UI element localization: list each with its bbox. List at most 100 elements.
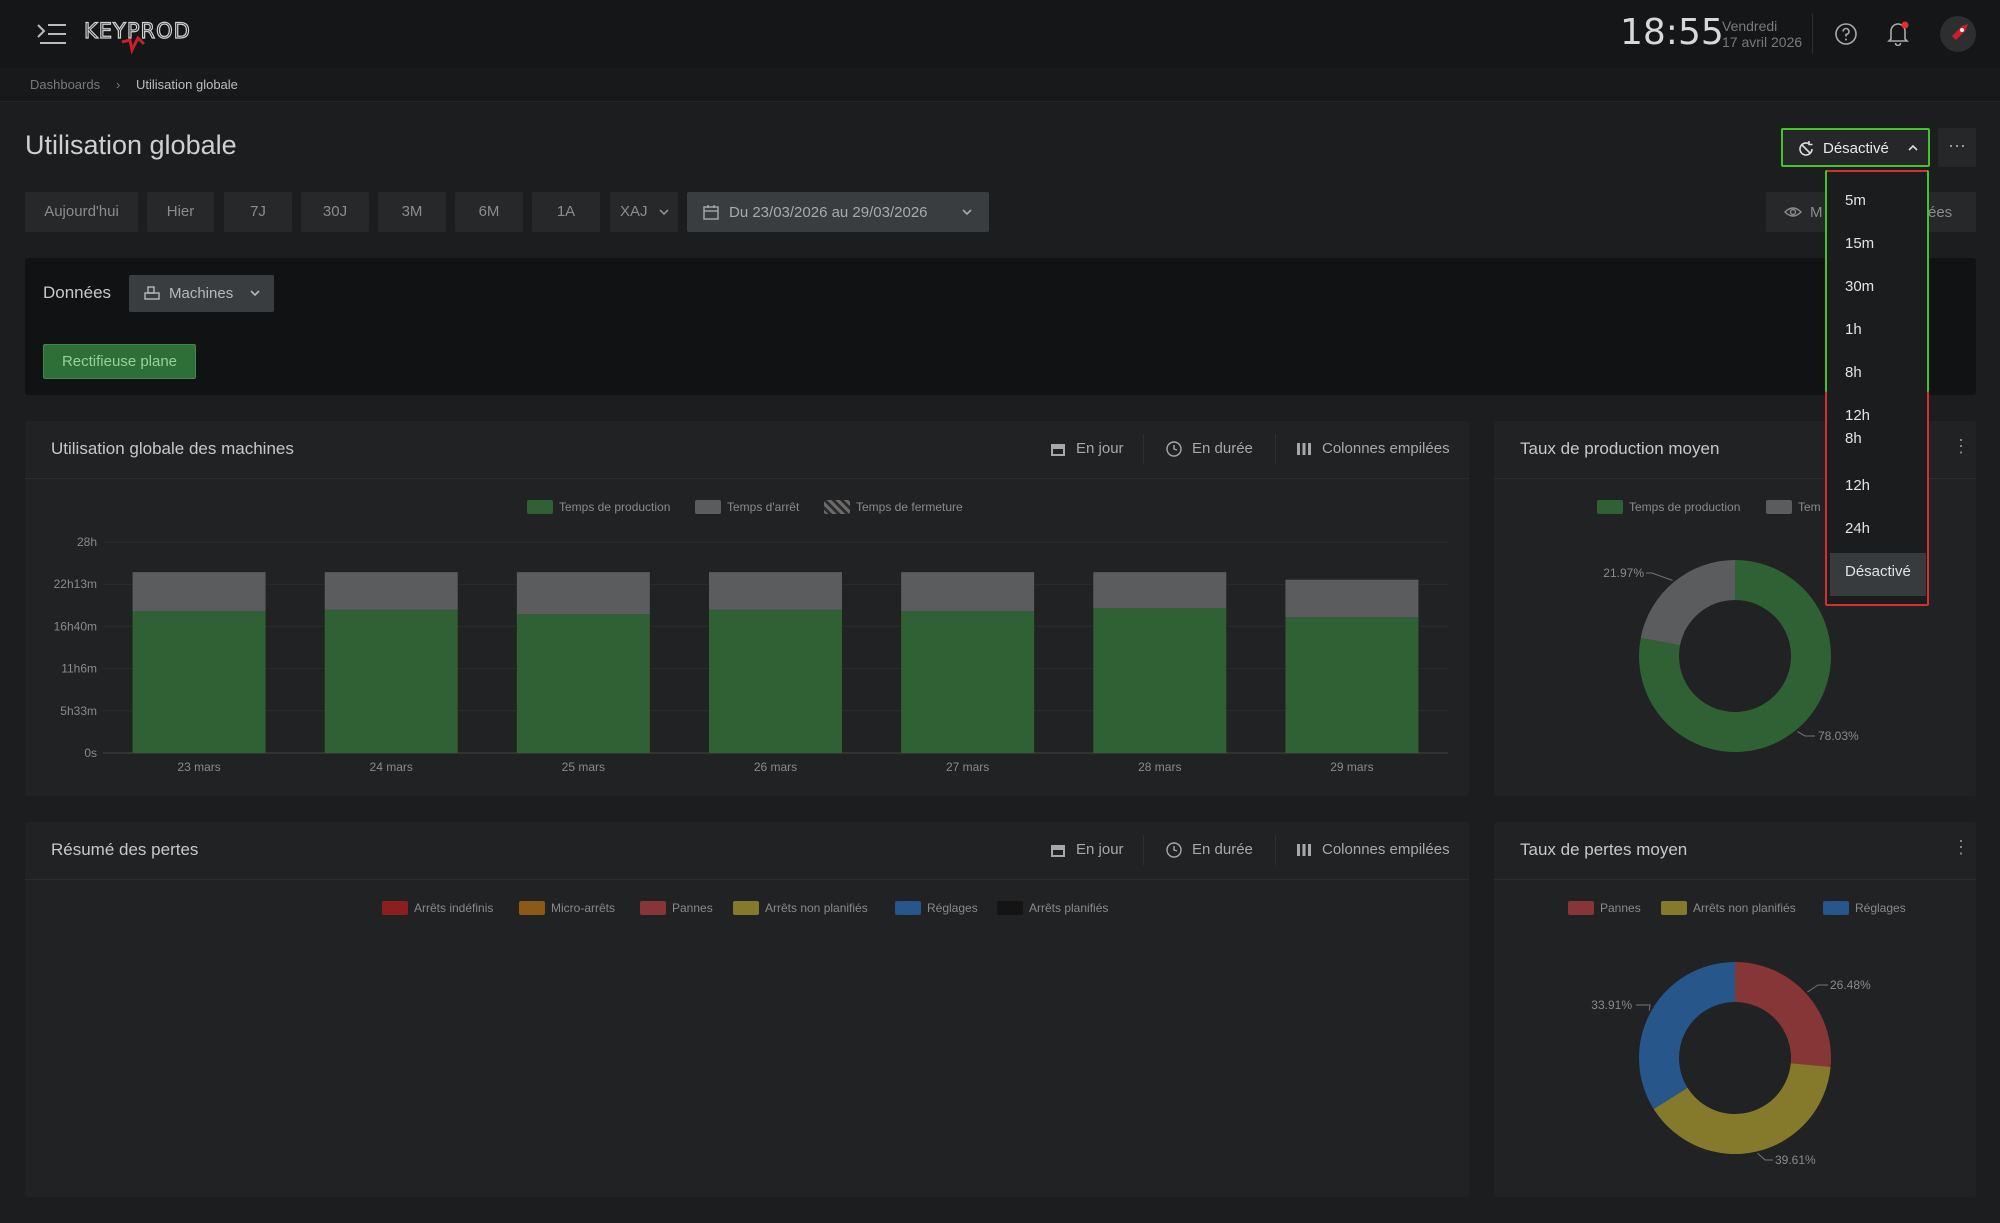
breadcrumb-current: Utilisation globale <box>136 77 238 92</box>
legend-label: Arrêts planifiés <box>1029 901 1109 915</box>
date-range-label: Du 23/03/2026 au 29/03/2026 <box>729 204 928 221</box>
loss-rate-title: Taux de pertes moyen <box>1520 840 1688 859</box>
more-options-button[interactable]: ··· <box>1938 128 1976 167</box>
breadcrumb-dashboards[interactable]: Dashboards <box>30 77 101 92</box>
legend-label: Réglages <box>927 901 978 915</box>
legend-swatch-closing <box>824 500 850 514</box>
range-7d-button[interactable]: 7J <box>224 192 292 232</box>
refresh-option-12h[interactable]: 12h <box>1845 407 1871 424</box>
user-avatar[interactable] <box>1940 16 1976 52</box>
range-3m-button[interactable]: 3M <box>378 192 446 232</box>
stacked-columns-icon <box>1297 443 1311 455</box>
refresh-option-30m[interactable]: 30m <box>1845 278 1875 295</box>
legend-swatch-production <box>527 500 553 514</box>
card-divider <box>1494 879 1976 880</box>
by-duration-label: En durée <box>1192 440 1253 457</box>
display-mode-label-start: M <box>1810 204 1823 221</box>
refresh-option-disabled[interactable]: Désactivé <box>1845 563 1911 580</box>
tool-separator <box>1143 434 1144 464</box>
range-today-button[interactable]: Aujourd'hui <box>25 192 138 232</box>
legend-label: Temps de production <box>559 500 671 514</box>
breadcrumb <box>0 68 2000 102</box>
tool-separator <box>1143 835 1144 865</box>
clock-icon <box>1166 441 1182 457</box>
legend-swatch-unplanned <box>733 901 759 915</box>
legend-swatch-breakdown <box>1568 901 1594 915</box>
card-divider <box>25 879 1469 880</box>
production-rate-title: Taux de production moyen <box>1520 439 1720 458</box>
refresh-option-8h-duplicate[interactable]: 8h <box>1845 430 1862 447</box>
date-range-picker[interactable]: Du 23/03/2026 au 29/03/2026 <box>687 192 989 232</box>
losses-chart-title: Résumé des pertes <box>51 840 199 859</box>
refresh-option-12h-duplicate[interactable]: 12h <box>1845 477 1871 494</box>
legend-label: Tem <box>1798 500 1821 514</box>
help-icon[interactable] <box>1834 22 1858 46</box>
refresh-option-5m[interactable]: 5m <box>1845 192 1866 209</box>
stacked-columns-icon <box>1297 844 1311 856</box>
selected-machine-chip[interactable]: Rectifieuse plane <box>43 344 196 379</box>
legend-label: Temps d'arrêt <box>727 500 800 514</box>
legend-swatch-micro <box>519 901 545 915</box>
chevron-up-icon <box>1908 144 1918 151</box>
range-xaj-label: XAJ <box>620 203 648 220</box>
machines-selector-label: Machines <box>169 285 234 302</box>
breadcrumb-separator: › <box>116 77 121 92</box>
legend-swatch-unplanned <box>1661 901 1687 915</box>
legend-label: Réglages <box>1855 901 1906 915</box>
legend-swatch-breakdown <box>640 901 666 915</box>
legend-label: Pannes <box>1600 901 1641 915</box>
chevron-down-icon <box>250 290 260 297</box>
machine-icon <box>144 286 160 300</box>
data-label: Données <box>43 283 112 302</box>
legend-label: Pannes <box>672 901 713 915</box>
auto-refresh-label: Désactivé <box>1823 140 1889 157</box>
auto-refresh-menu: 5m 15m 30m 1h 8h 12h 8h 12h 24h Désactiv… <box>1825 170 1929 606</box>
legend-label: Arrêts non planifiés <box>765 901 868 915</box>
legend-label: Temps de production <box>1629 500 1741 514</box>
card-menu-icon[interactable]: ⋮ <box>1952 837 1970 857</box>
calendar-icon <box>703 205 719 220</box>
legend-swatch-stop <box>1766 500 1792 514</box>
eye-icon <box>1784 207 1802 217</box>
range-30d-button[interactable]: 30J <box>301 192 369 232</box>
range-yesterday-button[interactable]: Hier <box>147 192 214 232</box>
legend-label: Temps de fermeture <box>856 500 963 514</box>
refresh-off-icon <box>1799 141 1813 156</box>
refresh-option-1h[interactable]: 1h <box>1845 321 1862 338</box>
calendar-icon <box>1051 845 1065 857</box>
losses-chart-card <box>25 822 1469 1197</box>
legend-label: Micro-arrêts <box>551 901 616 915</box>
legend-swatch-stop <box>695 500 721 514</box>
stacked-columns-label: Colonnes empilées <box>1322 841 1450 858</box>
refresh-option-15m[interactable]: 15m <box>1845 235 1875 252</box>
refresh-option-8h[interactable]: 8h <box>1845 364 1862 381</box>
top-bar <box>0 0 2000 68</box>
tool-separator <box>1275 434 1276 464</box>
by-day-label: En jour <box>1076 440 1124 457</box>
range-xaj-button[interactable]: XAJ <box>610 192 678 232</box>
chevron-down-icon <box>659 209 669 216</box>
legend-swatch-planned <box>997 901 1023 915</box>
range-6m-button[interactable]: 6M <box>455 192 523 232</box>
legend-swatch-undefined <box>382 901 408 915</box>
page-title: Utilisation globale <box>25 130 237 160</box>
stacked-columns-label: Colonnes empilées <box>1322 440 1450 457</box>
card-divider <box>25 478 1469 479</box>
refresh-option-24h[interactable]: 24h <box>1845 520 1871 537</box>
keyprod-logo: KEYPROD <box>84 18 190 54</box>
chevron-down-icon <box>962 209 972 216</box>
legend-swatch-settings <box>895 901 921 915</box>
card-divider <box>1494 478 1976 479</box>
tool-separator <box>1275 835 1276 865</box>
calendar-icon <box>1051 444 1065 456</box>
legend-swatch-settings <box>1823 901 1849 915</box>
notification-bell-icon[interactable] <box>1886 20 1910 46</box>
range-1y-button[interactable]: 1A <box>532 192 600 232</box>
auto-refresh-button[interactable]: Désactivé <box>1781 128 1930 167</box>
menu-toggle-icon[interactable] <box>36 20 68 48</box>
clock-icon <box>1166 842 1182 858</box>
menu-item-highlight <box>1830 553 1926 596</box>
legend-swatch-production <box>1597 500 1623 514</box>
card-menu-icon[interactable]: ⋮ <box>1952 436 1970 456</box>
machines-selector[interactable]: Machines <box>129 275 274 312</box>
